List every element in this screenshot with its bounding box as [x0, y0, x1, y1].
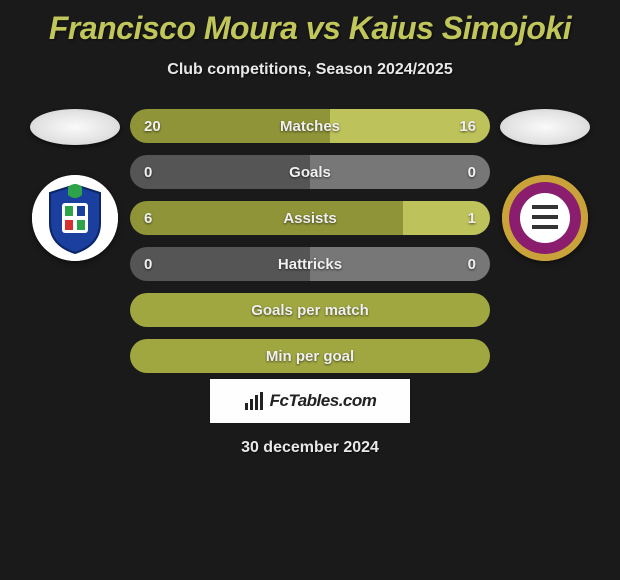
porto-badge-icon	[32, 175, 118, 261]
stat-extra-row: Min per goal	[130, 339, 490, 373]
stat-left-value: 0	[144, 164, 152, 181]
stat-right-value: 0	[468, 256, 476, 273]
stat-row: 0 Goals 0	[130, 155, 490, 189]
player-left-avatar	[30, 109, 120, 145]
stat-label: Hattricks	[278, 256, 342, 273]
stats-bars: 20 Matches 16 0 Goals 0 6 Assists 1 0 Hattricks 0 Go…	[130, 109, 490, 373]
stat-left-value: 0	[144, 256, 152, 273]
stat-label: Assists	[283, 210, 336, 227]
stat-extra-label: Min per goal	[266, 348, 354, 365]
nacional-badge-icon	[502, 175, 588, 261]
stat-row: 0 Hattricks 0	[130, 247, 490, 281]
comparison-main: 20 Matches 16 0 Goals 0 6 Assists 1 0 Hattricks 0 Go…	[0, 109, 620, 373]
stat-row: 6 Assists 1	[130, 201, 490, 235]
stat-left-value: 20	[144, 118, 161, 135]
stat-row: 20 Matches 16	[130, 109, 490, 143]
stat-label: Goals	[289, 164, 331, 181]
stat-right-value: 16	[459, 118, 476, 135]
comparison-subtitle: Club competitions, Season 2024/2025	[167, 61, 452, 79]
stat-extra-label: Goals per match	[251, 302, 369, 319]
stat-left-value: 6	[144, 210, 152, 227]
comparison-title: Francisco Moura vs Kaius Simojoki	[49, 10, 571, 47]
branding-text: FcTables.com	[270, 391, 377, 411]
comparison-date: 30 december 2024	[241, 439, 379, 457]
player-right-column	[490, 109, 600, 261]
player-left-column	[20, 109, 130, 261]
player-left-club-badge	[32, 175, 118, 261]
stat-right-value: 1	[468, 210, 476, 227]
player-right-avatar	[500, 109, 590, 145]
stat-right-value: 0	[468, 164, 476, 181]
branding-badge: FcTables.com	[210, 379, 410, 423]
player-right-club-badge	[502, 175, 588, 261]
stat-label: Matches	[280, 118, 340, 135]
fctables-logo-icon	[244, 391, 264, 411]
stat-extra-row: Goals per match	[130, 293, 490, 327]
